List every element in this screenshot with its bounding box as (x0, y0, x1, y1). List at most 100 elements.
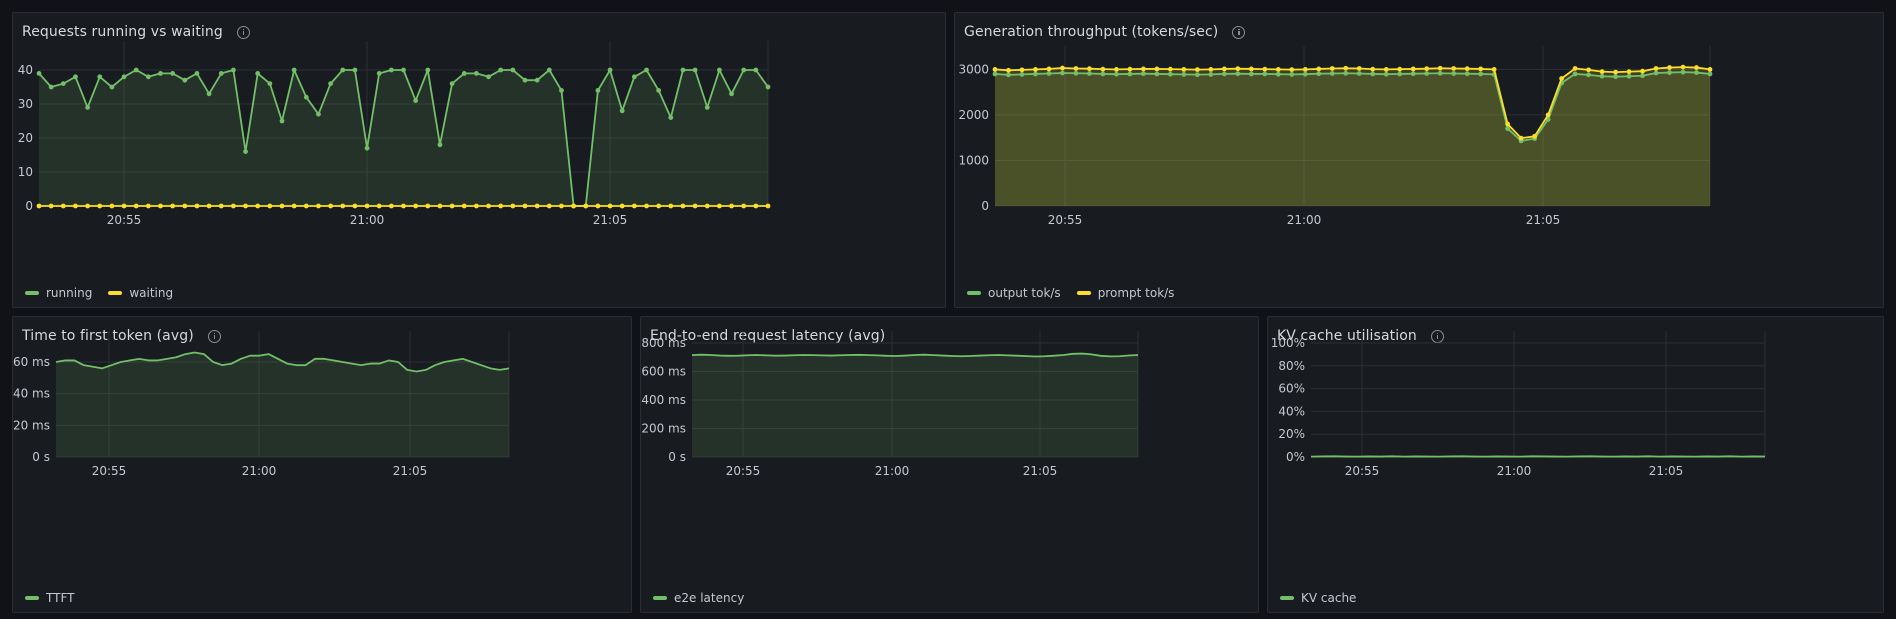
legend: output tok/s prompt tok/s (967, 286, 1174, 300)
data-point (595, 88, 601, 93)
panel-header[interactable]: End-to-end request latency (avg) (650, 325, 885, 347)
data-point (1370, 71, 1376, 77)
data-point (303, 203, 309, 209)
data-point (73, 74, 78, 80)
data-point (1221, 66, 1227, 72)
data-point (1383, 71, 1389, 77)
panel-title: Time to first token (avg) (22, 328, 194, 344)
data-point (607, 203, 613, 209)
chart-ttft[interactable]: 0 s 20 ms 40 ms 60 ms 20:55 21:00 21:05 (13, 317, 633, 614)
x-tick-label: 20:55 (92, 464, 127, 478)
x-tick-label: 20:55 (726, 464, 761, 478)
data-point (1248, 71, 1254, 77)
data-point (1464, 71, 1470, 77)
data-point (571, 203, 576, 209)
data-point (1194, 67, 1200, 73)
panel-header[interactable]: Generation throughput (tokens/sec) (964, 21, 1246, 43)
data-point (1235, 71, 1241, 77)
data-point (73, 203, 78, 209)
x-tick-label: 21:05 (1649, 464, 1684, 478)
y-tick-label: 30 (18, 97, 33, 111)
y-tick-label: 0 (981, 199, 989, 213)
data-point (1437, 70, 1443, 76)
data-point (1356, 71, 1362, 76)
data-point (1613, 74, 1618, 80)
chart-kv[interactable]: 0% 20% 40% 60% 80% 100% 20:55 21:00 21:05 (1268, 317, 1885, 614)
data-point (546, 67, 552, 73)
data-point (449, 81, 455, 86)
data-point (522, 203, 528, 209)
data-point (1572, 71, 1578, 77)
data-point (1235, 66, 1241, 72)
data-point (340, 203, 346, 209)
data-point (133, 203, 139, 209)
data-point (1478, 66, 1484, 72)
data-point (109, 203, 115, 209)
data-point (1329, 71, 1335, 76)
data-point (1707, 66, 1713, 72)
data-point (1424, 71, 1430, 76)
data-point (1087, 66, 1092, 72)
data-point (231, 67, 236, 73)
info-icon[interactable] (1232, 25, 1246, 39)
data-point (1694, 65, 1699, 70)
y-tick-label: 1000 (958, 153, 989, 167)
data-point (316, 203, 321, 209)
info-icon[interactable] (207, 329, 221, 343)
y-tick-label: 0% (1286, 450, 1305, 464)
panel-ttft: Time to first token (avg) 0 s 20 ms 40 ms 6… (12, 316, 632, 613)
legend-item-prompt[interactable]: prompt tok/s (1076, 286, 1174, 300)
data-point (376, 71, 382, 76)
data-point (1275, 66, 1281, 72)
data-point (559, 203, 564, 209)
legend-item-running[interactable]: running (25, 286, 92, 300)
data-point (364, 203, 370, 209)
info-icon[interactable] (236, 25, 250, 39)
legend-item-output[interactable]: output tok/s (967, 286, 1061, 300)
data-point (729, 91, 734, 97)
y-tick-label: 20 ms (13, 418, 50, 432)
data-point (352, 203, 358, 209)
panel-title: Generation throughput (tokens/sec) (964, 24, 1219, 40)
legend-item-kv[interactable]: KV cache (1280, 591, 1356, 605)
data-point (1046, 71, 1052, 76)
legend-item-waiting[interactable]: waiting (108, 286, 173, 300)
chart-requests[interactable]: 0 10 20 30 40 20:55 21:00 21:05 (13, 13, 947, 309)
data-point (218, 203, 224, 209)
panel-header[interactable]: Time to first token (avg) (22, 325, 221, 347)
data-point (364, 145, 370, 151)
legend-item-e2e[interactable]: e2e latency (653, 591, 744, 605)
data-point (413, 203, 419, 209)
data-point (486, 74, 491, 80)
info-icon[interactable] (1430, 329, 1444, 343)
data-point (1167, 66, 1173, 72)
panel-title: KV cache utilisation (1277, 328, 1417, 344)
x-tick-label: 21:00 (350, 213, 385, 227)
panel-title: Requests running vs waiting (22, 24, 223, 40)
data-point (1087, 71, 1092, 76)
legend-label: waiting (129, 286, 174, 300)
data-point (692, 67, 698, 73)
data-point (1478, 71, 1484, 77)
data-point (1100, 71, 1106, 77)
data-point (60, 203, 66, 209)
chart-throughput[interactable]: 0 1000 2000 3000 20:55 21:00 21:05 (955, 13, 1885, 309)
data-point (449, 203, 455, 209)
data-point (1302, 71, 1308, 77)
data-point (1329, 66, 1335, 71)
data-point (158, 203, 163, 209)
data-point (1181, 71, 1187, 77)
data-point (425, 67, 431, 73)
data-point (1154, 66, 1160, 72)
data-point (194, 71, 200, 76)
data-point (1060, 65, 1065, 71)
grid (692, 331, 1139, 458)
chart-e2e[interactable]: 0 s 200 ms 400 ms 600 ms 800 ms 20:55 21:00 21:… (641, 317, 1260, 614)
data-point (510, 67, 516, 73)
data-point (765, 84, 771, 90)
panel-header[interactable]: KV cache utilisation (1277, 325, 1444, 347)
panel-header[interactable]: Requests running vs waiting (22, 21, 250, 43)
data-point (413, 98, 419, 103)
legend-item-ttft[interactable]: TTFT (25, 591, 74, 605)
series-area (995, 67, 1710, 206)
